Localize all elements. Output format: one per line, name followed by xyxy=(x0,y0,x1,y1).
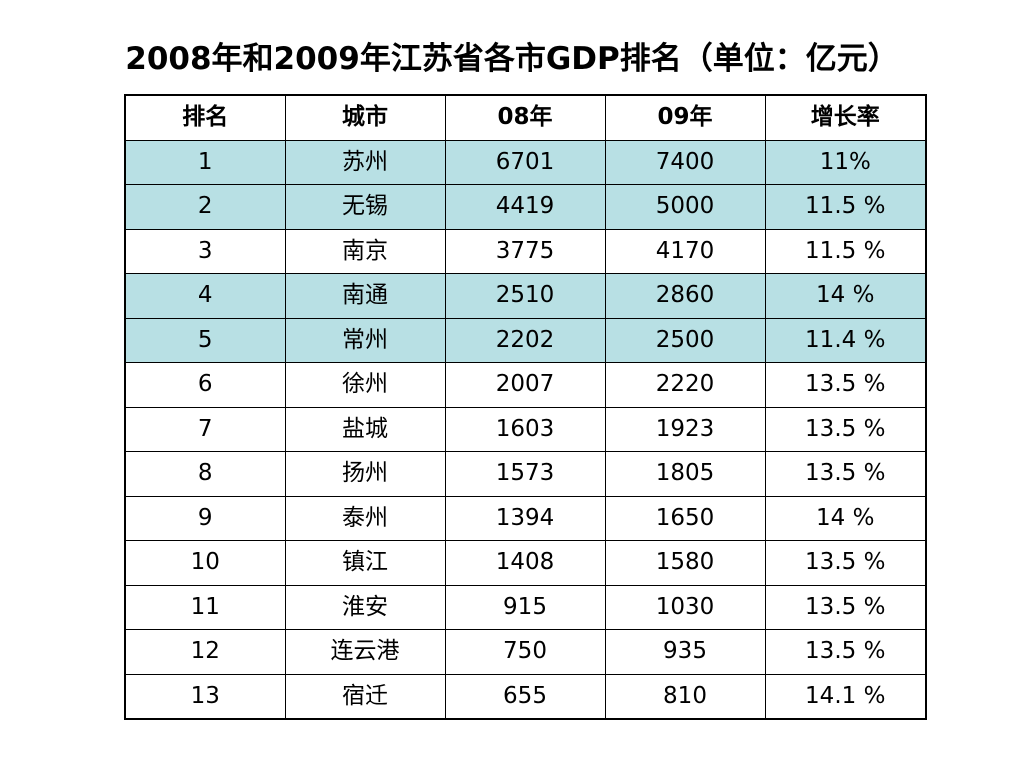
cell-gdp-2008: 1573 xyxy=(444,451,606,497)
cell-gdp-2009: 1030 xyxy=(604,584,766,630)
cell-rank: 8 xyxy=(124,451,286,497)
cell-gdp-2008: 2007 xyxy=(444,362,606,408)
cell-gdp-2009: 1923 xyxy=(604,406,766,452)
cell-rank: 12 xyxy=(124,629,286,675)
cell-growth-rate: 11.4 % xyxy=(764,317,927,363)
cell-gdp-2008: 4419 xyxy=(444,184,606,230)
cell-rank: 11 xyxy=(124,584,286,630)
cell-growth-rate: 13.5 % xyxy=(764,584,927,630)
table-row: 13 宿迁 655 810 14.1 % xyxy=(124,673,927,720)
table-row: 4 南通 2510 2860 14 % xyxy=(124,273,927,319)
cell-gdp-2009: 810 xyxy=(604,673,766,720)
cell-rank: 3 xyxy=(124,228,286,274)
gdp-ranking-table: 排名 城市 08年 09年 增长率 1 苏州 6701 7400 11% 2 无… xyxy=(124,94,927,720)
table-row: 1 苏州 6701 7400 11% xyxy=(124,139,927,185)
table-row: 10 镇江 1408 1580 13.5 % xyxy=(124,540,927,586)
cell-growth-rate: 13.5 % xyxy=(764,406,927,452)
cell-rank: 5 xyxy=(124,317,286,363)
cell-city: 扬州 xyxy=(284,451,446,497)
cell-growth-rate: 13.5 % xyxy=(764,362,927,408)
cell-city: 南通 xyxy=(284,273,446,319)
cell-growth-rate: 14 % xyxy=(764,495,927,541)
table-row: 7 盐城 1603 1923 13.5 % xyxy=(124,406,927,452)
cell-city: 无锡 xyxy=(284,184,446,230)
table-row: 3 南京 3775 4170 11.5 % xyxy=(124,228,927,274)
cell-gdp-2008: 1394 xyxy=(444,495,606,541)
cell-rank: 6 xyxy=(124,362,286,408)
cell-city: 南京 xyxy=(284,228,446,274)
table-row: 8 扬州 1573 1805 13.5 % xyxy=(124,451,927,497)
table-row: 6 徐州 2007 2220 13.5 % xyxy=(124,362,927,408)
cell-gdp-2009: 7400 xyxy=(604,139,766,185)
header-gdp-2008: 08年 xyxy=(444,94,606,141)
cell-rank: 4 xyxy=(124,273,286,319)
cell-city: 淮安 xyxy=(284,584,446,630)
cell-gdp-2009: 4170 xyxy=(604,228,766,274)
cell-gdp-2009: 935 xyxy=(604,629,766,675)
header-growth-rate: 增长率 xyxy=(764,94,927,141)
header-rank: 排名 xyxy=(124,94,286,141)
cell-gdp-2009: 1805 xyxy=(604,451,766,497)
table-row: 11 淮安 915 1030 13.5 % xyxy=(124,584,927,630)
cell-growth-rate: 11% xyxy=(764,139,927,185)
cell-gdp-2009: 5000 xyxy=(604,184,766,230)
cell-gdp-2009: 2500 xyxy=(604,317,766,363)
cell-city: 常州 xyxy=(284,317,446,363)
cell-city: 连云港 xyxy=(284,629,446,675)
page-title: 2008年和2009年江苏省各市GDP排名（单位：亿元） xyxy=(125,41,899,77)
cell-rank: 2 xyxy=(124,184,286,230)
cell-rank: 9 xyxy=(124,495,286,541)
cell-rank: 1 xyxy=(124,139,286,185)
cell-gdp-2009: 2220 xyxy=(604,362,766,408)
cell-growth-rate: 14.1 % xyxy=(764,673,927,720)
table-row: 5 常州 2202 2500 11.4 % xyxy=(124,317,927,363)
header-city: 城市 xyxy=(284,94,446,141)
cell-city: 徐州 xyxy=(284,362,446,408)
cell-rank: 13 xyxy=(124,673,286,720)
cell-gdp-2008: 6701 xyxy=(444,139,606,185)
cell-rank: 7 xyxy=(124,406,286,452)
cell-city: 镇江 xyxy=(284,540,446,586)
cell-gdp-2008: 1603 xyxy=(444,406,606,452)
cell-rank: 10 xyxy=(124,540,286,586)
cell-city: 苏州 xyxy=(284,139,446,185)
cell-gdp-2008: 2202 xyxy=(444,317,606,363)
cell-growth-rate: 13.5 % xyxy=(764,540,927,586)
cell-city: 泰州 xyxy=(284,495,446,541)
cell-growth-rate: 13.5 % xyxy=(764,629,927,675)
table-header-row: 排名 城市 08年 09年 增长率 xyxy=(124,94,927,141)
cell-gdp-2008: 3775 xyxy=(444,228,606,274)
cell-gdp-2008: 915 xyxy=(444,584,606,630)
table-row: 12 连云港 750 935 13.5 % xyxy=(124,629,927,675)
cell-growth-rate: 11.5 % xyxy=(764,228,927,274)
cell-gdp-2008: 1408 xyxy=(444,540,606,586)
cell-gdp-2009: 1650 xyxy=(604,495,766,541)
cell-gdp-2008: 2510 xyxy=(444,273,606,319)
table-row: 2 无锡 4419 5000 11.5 % xyxy=(124,184,927,230)
header-gdp-2009: 09年 xyxy=(604,94,766,141)
cell-gdp-2009: 2860 xyxy=(604,273,766,319)
cell-city: 盐城 xyxy=(284,406,446,452)
cell-growth-rate: 14 % xyxy=(764,273,927,319)
table-row: 9 泰州 1394 1650 14 % xyxy=(124,495,927,541)
cell-gdp-2008: 750 xyxy=(444,629,606,675)
cell-growth-rate: 11.5 % xyxy=(764,184,927,230)
cell-gdp-2008: 655 xyxy=(444,673,606,720)
cell-growth-rate: 13.5 % xyxy=(764,451,927,497)
cell-city: 宿迁 xyxy=(284,673,446,720)
cell-gdp-2009: 1580 xyxy=(604,540,766,586)
